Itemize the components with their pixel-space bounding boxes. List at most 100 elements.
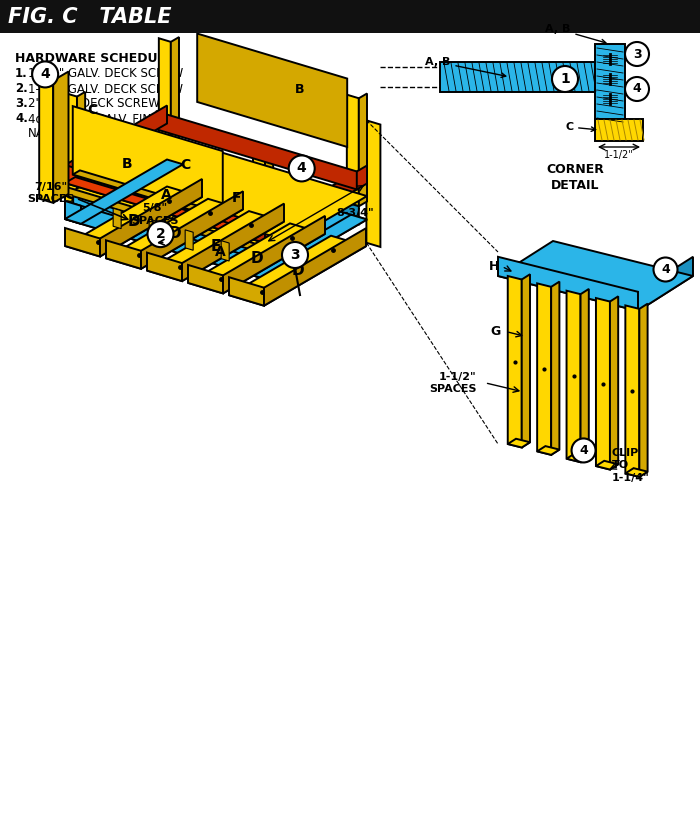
Polygon shape xyxy=(249,215,367,279)
Circle shape xyxy=(625,42,649,66)
Text: 5/8"
SPACES: 5/8" SPACES xyxy=(131,203,178,225)
Polygon shape xyxy=(65,201,265,279)
Text: D: D xyxy=(291,263,304,278)
Polygon shape xyxy=(65,201,81,224)
Text: 4.: 4. xyxy=(15,112,28,125)
Polygon shape xyxy=(188,265,223,293)
Text: 4: 4 xyxy=(41,68,50,82)
Text: 1-1/2": 1-1/2" xyxy=(604,150,634,160)
Polygon shape xyxy=(106,240,141,268)
Circle shape xyxy=(148,221,174,247)
Text: B: B xyxy=(295,83,304,96)
Polygon shape xyxy=(440,62,595,92)
Polygon shape xyxy=(596,461,618,469)
Polygon shape xyxy=(498,241,693,311)
Polygon shape xyxy=(73,170,230,220)
Circle shape xyxy=(32,61,58,88)
Circle shape xyxy=(654,258,678,282)
Text: CLIP
TO
1-1/4": CLIP TO 1-1/4" xyxy=(612,448,650,483)
Polygon shape xyxy=(65,187,202,257)
Polygon shape xyxy=(580,289,589,463)
Polygon shape xyxy=(182,203,284,281)
Text: D: D xyxy=(127,214,140,229)
Circle shape xyxy=(282,242,308,268)
Circle shape xyxy=(552,66,578,92)
Polygon shape xyxy=(147,253,182,281)
Polygon shape xyxy=(625,468,648,477)
Polygon shape xyxy=(508,439,530,448)
Text: B: B xyxy=(122,157,132,171)
Polygon shape xyxy=(249,256,265,279)
Polygon shape xyxy=(566,291,580,463)
Text: A: A xyxy=(215,245,225,259)
Text: 4: 4 xyxy=(633,83,641,96)
Bar xyxy=(0,0,700,33)
Text: A: A xyxy=(160,188,172,202)
Text: G: G xyxy=(491,325,501,338)
Polygon shape xyxy=(346,95,359,206)
Polygon shape xyxy=(537,283,551,455)
Text: 3: 3 xyxy=(633,48,641,60)
Text: H: H xyxy=(489,260,500,273)
Text: 1: 1 xyxy=(560,72,570,86)
Polygon shape xyxy=(498,257,638,311)
Polygon shape xyxy=(265,148,273,261)
Polygon shape xyxy=(149,219,158,240)
Polygon shape xyxy=(65,106,167,183)
Polygon shape xyxy=(508,276,522,448)
Polygon shape xyxy=(39,76,53,203)
Polygon shape xyxy=(77,92,85,205)
Text: 4d (1-1/2") GALV. FINISH: 4d (1-1/2") GALV. FINISH xyxy=(28,112,171,125)
Polygon shape xyxy=(537,446,559,455)
Polygon shape xyxy=(639,304,648,477)
Text: 4: 4 xyxy=(297,161,307,175)
Text: 2" GALV. DECK SCREW: 2" GALV. DECK SCREW xyxy=(28,97,160,110)
Polygon shape xyxy=(171,37,179,150)
Text: 7/16"
SPACES: 7/16" SPACES xyxy=(27,182,75,205)
Polygon shape xyxy=(65,177,275,243)
Text: C: C xyxy=(180,158,190,172)
Text: 2.: 2. xyxy=(15,82,28,95)
Polygon shape xyxy=(221,240,229,261)
Polygon shape xyxy=(147,211,284,281)
Text: A, B: A, B xyxy=(425,57,506,78)
Polygon shape xyxy=(522,274,530,448)
Polygon shape xyxy=(65,136,367,255)
Text: HARDWARE SCHEDULE: HARDWARE SCHEDULE xyxy=(15,52,174,65)
Polygon shape xyxy=(65,93,77,205)
Polygon shape xyxy=(73,106,223,220)
Polygon shape xyxy=(159,38,171,150)
Polygon shape xyxy=(65,159,183,224)
Polygon shape xyxy=(359,93,367,206)
Text: A, B: A, B xyxy=(545,24,606,44)
Text: 4: 4 xyxy=(661,263,670,276)
Polygon shape xyxy=(65,159,367,279)
Polygon shape xyxy=(638,257,693,311)
Polygon shape xyxy=(186,230,193,250)
Text: D: D xyxy=(250,251,262,266)
Text: E: E xyxy=(210,239,220,254)
Polygon shape xyxy=(566,453,589,463)
Polygon shape xyxy=(551,282,559,455)
Polygon shape xyxy=(65,228,100,257)
Text: NAIL: NAIL xyxy=(28,127,55,140)
Polygon shape xyxy=(610,297,618,469)
Polygon shape xyxy=(264,228,366,306)
Circle shape xyxy=(571,439,596,463)
Text: 3: 3 xyxy=(290,248,300,262)
Text: C: C xyxy=(565,122,596,132)
Polygon shape xyxy=(595,119,643,141)
Polygon shape xyxy=(197,34,347,147)
Polygon shape xyxy=(625,306,639,477)
Polygon shape xyxy=(229,278,264,306)
Polygon shape xyxy=(595,44,625,119)
Polygon shape xyxy=(265,165,367,243)
Polygon shape xyxy=(366,121,380,247)
Polygon shape xyxy=(188,223,325,293)
Polygon shape xyxy=(100,179,202,257)
Text: 8-3/4": 8-3/4" xyxy=(336,208,374,218)
Polygon shape xyxy=(245,219,265,243)
Text: CORNER
DETAIL: CORNER DETAIL xyxy=(546,163,604,192)
Polygon shape xyxy=(106,199,243,268)
Text: C: C xyxy=(87,103,97,117)
